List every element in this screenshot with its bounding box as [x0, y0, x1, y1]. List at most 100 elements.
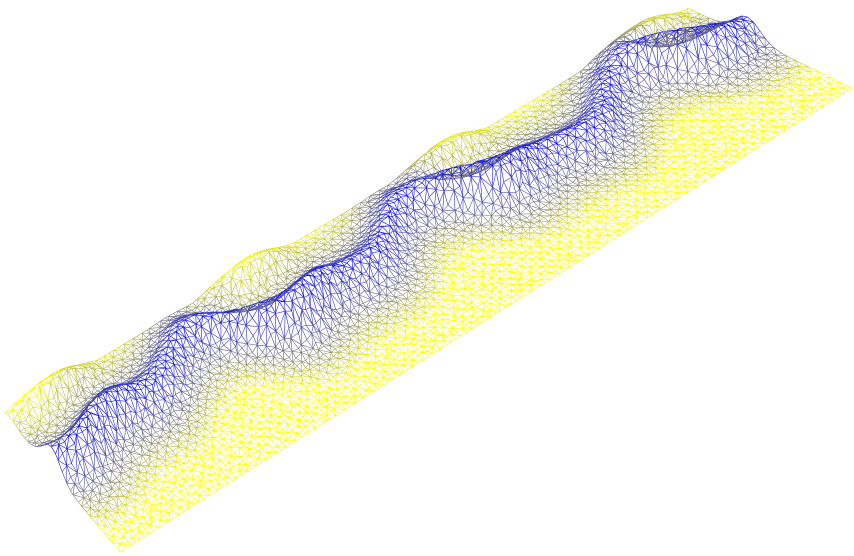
mesh-edge-group-18: [51, 16, 754, 455]
mesh-edge-group-244: [224, 13, 810, 403]
mesh-edge-group-251: [270, 31, 678, 339]
mesh-edge-group-223: [160, 26, 750, 438]
mesh-edge-group-11: [34, 72, 737, 447]
mesh-edge-group-118: [81, 17, 744, 444]
mesh-edge-group-110: [120, 103, 683, 522]
mesh-edge-group-113: [49, 16, 789, 507]
mesh-edge-group-5: [19, 91, 740, 473]
mesh-edge-group-176: [70, 28, 720, 441]
mesh-edge-group-230: [112, 9, 809, 379]
mesh-edge-group-42: [29, 73, 779, 447]
mesh-edge-group-196: [119, 41, 659, 415]
mesh-edge-group-225: [131, 41, 687, 403]
mesh-edge-group-63: [48, 38, 675, 476]
mesh-edge-group-191: [98, 58, 729, 396]
mesh-edge-group-148: [86, 28, 745, 430]
mesh-edge-group-195: [73, 96, 711, 451]
mesh-edge-group-151: [82, 32, 739, 483]
mesh-edge-group-180: [152, 158, 674, 489]
mesh-edge-group-28: [62, 22, 702, 507]
mesh-edge-group-127: [37, 81, 801, 516]
mesh-edge-group-229: [194, 11, 680, 451]
mesh-edge-group-53: [62, 88, 582, 498]
mesh-edge-group-234: [124, 29, 791, 373]
mesh-edge-group-86: [75, 27, 687, 451]
mesh-edge-group-253: [274, 36, 688, 344]
mesh-edge-group-215: [119, 24, 738, 386]
mesh-edge-group-156: [59, 61, 789, 453]
mesh-edge-group-255: [360, 119, 585, 251]
mesh-edge-group-30: [81, 27, 789, 513]
mesh-edge-group-22: [61, 17, 759, 484]
mesh-edge-group-144: [65, 20, 690, 490]
mesh-edge-group-117: [69, 32, 686, 467]
mesh-edge-group-111: [123, 90, 770, 522]
mesh-edge-group-231: [158, 33, 775, 415]
mesh-edge-group-139: [60, 83, 710, 427]
mesh-edge-group-168: [93, 15, 744, 405]
mesh-edge-group-74: [94, 76, 770, 512]
mesh-edge-group-54: [49, 24, 655, 509]
mesh-edge-group-240: [175, 76, 611, 341]
mesh-edge-group-94: [50, 7, 762, 522]
mesh-edge-group-79: [28, 116, 673, 495]
mesh-edge-group-233: [127, 21, 778, 435]
mesh-edge-group-181: [154, 105, 712, 489]
mesh-edge-group-106: [87, 35, 675, 494]
mesh-edge-group-9: [27, 31, 787, 445]
mesh-edge-group-222: [139, 53, 618, 408]
mesh-edge-group-134: [91, 36, 787, 490]
mesh-edge-group-211: [135, 21, 756, 413]
mesh-edge-group-200: [107, 84, 762, 468]
mesh-edge-group-89: [88, 34, 704, 491]
mesh-edge-group-201: [98, 15, 702, 467]
mesh-edge-group-190: [144, 60, 799, 473]
mesh-edge-group-20: [57, 29, 678, 461]
mesh-edge-group-100: [45, 21, 748, 433]
mesh-edge-group-112: [39, 81, 791, 481]
mesh-edge-group-235: [171, 194, 494, 405]
mesh-edge-group-109: [112, 9, 809, 513]
mesh-edge-group-177: [81, 21, 782, 461]
mesh-edge-group-131: [91, 21, 746, 452]
mesh-edge-group-77: [47, 80, 781, 518]
mesh-edge-group-152: [81, 92, 711, 493]
mesh-edge-group-165: [68, 24, 787, 413]
mesh-edge-group-49: [62, 21, 727, 466]
mesh-edge-group-158: [93, 21, 746, 416]
mesh-edge-group-138: [56, 57, 796, 435]
mesh-edge-group-61: [39, 19, 777, 463]
mesh-edge-group-218: [106, 40, 689, 420]
mesh-edge-group-105: [83, 43, 707, 459]
mesh-edge-group-189: [139, 28, 666, 466]
mesh-edge-group-203: [97, 47, 607, 393]
mesh-edge-group-199: [140, 38, 709, 447]
mesh-edge-group-37: [10, 71, 853, 553]
mesh-edge-group-170: [97, 19, 734, 432]
mesh-edge-group-76: [52, 68, 800, 518]
mesh-edge-group-123: [64, 17, 715, 497]
mesh-edge-group-3: [13, 13, 800, 498]
mesh-edge-group-56: [101, 66, 813, 527]
mesh-edge-group-101: [55, 57, 777, 468]
mesh-edge-group-55: [97, 16, 751, 517]
mesh-edge-group-237: [222, 99, 752, 424]
mesh-edge-group-40: [19, 9, 778, 423]
mesh-edge-group-24: [59, 40, 759, 492]
mesh-edge-group-39: [17, 115, 552, 527]
mesh-edge-group-174: [54, 100, 730, 445]
mesh-edge-group-213: [162, 14, 679, 461]
mesh-edge-group-35: [29, 73, 789, 525]
mesh-edge-group-98: [39, 106, 672, 449]
mesh-edge-group-59: [35, 15, 709, 485]
mesh-edge-group-247: [201, 22, 725, 327]
mesh-edge-group-241: [187, 41, 620, 375]
mesh-edge-group-171: [109, 40, 729, 452]
mesh-edge-group-114: [55, 17, 777, 483]
mesh-edge-group-193: [109, 29, 749, 429]
mesh-edge-group-145: [102, 99, 553, 498]
mesh-edge-group-227: [148, 28, 715, 425]
mesh-edge-group-99: [40, 18, 681, 485]
mesh-edge-group-57: [17, 71, 811, 425]
